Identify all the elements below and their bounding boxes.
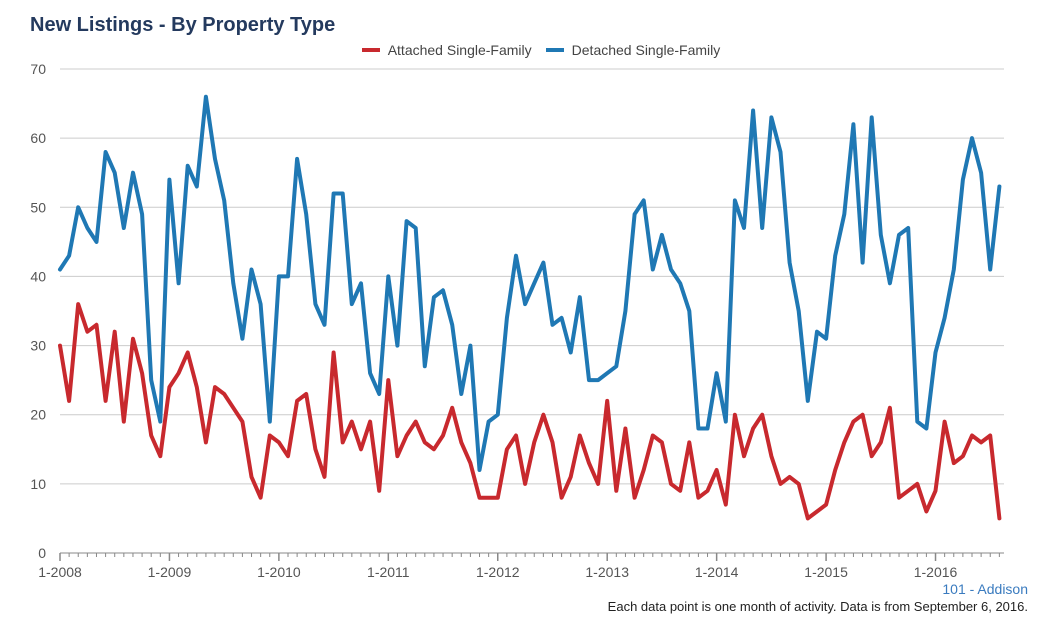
y-tick-label: 40: [30, 268, 46, 284]
series-line-attached: [58, 302, 1002, 521]
y-tick-label: 0: [38, 545, 46, 561]
chart-title: New Listings - By Property Type: [30, 14, 336, 36]
legend-label-attached: Attached Single-Family: [387, 42, 532, 58]
legend-swatch-attached: [361, 48, 380, 52]
legend-swatch-detached: [545, 48, 564, 52]
x-tick-label: 1-2009: [148, 564, 192, 580]
footer-note: Each data point is one month of activity…: [607, 599, 1028, 614]
y-tick-label: 60: [30, 130, 46, 146]
y-tick-label: 50: [30, 199, 46, 215]
legend-item-attached[interactable]: Attached Single-Family: [361, 42, 532, 58]
region-label: 101 - Addison: [942, 581, 1028, 597]
x-tick-label: 1-2011: [367, 564, 410, 580]
y-tick-label: 30: [30, 338, 46, 354]
y-tick-label: 20: [30, 407, 46, 423]
x-tick-label: 1-2014: [695, 564, 739, 580]
x-tick-label: 1-2015: [804, 564, 848, 580]
chart-legend: Attached Single-Family Detached Single-F…: [0, 42, 1042, 58]
series-line-detached: [58, 94, 1002, 472]
legend-label-detached: Detached Single-Family: [571, 42, 721, 58]
x-tick-label: 1-2010: [257, 564, 301, 580]
x-tick-label: 1-2012: [476, 564, 520, 580]
y-tick-label: 10: [30, 476, 46, 492]
x-tick-label: 1-2016: [914, 564, 958, 580]
y-tick-label: 70: [30, 61, 46, 77]
x-tick-label: 1-2008: [38, 564, 82, 580]
x-tick-label: 1-2013: [585, 564, 629, 580]
legend-item-detached[interactable]: Detached Single-Family: [545, 42, 721, 58]
